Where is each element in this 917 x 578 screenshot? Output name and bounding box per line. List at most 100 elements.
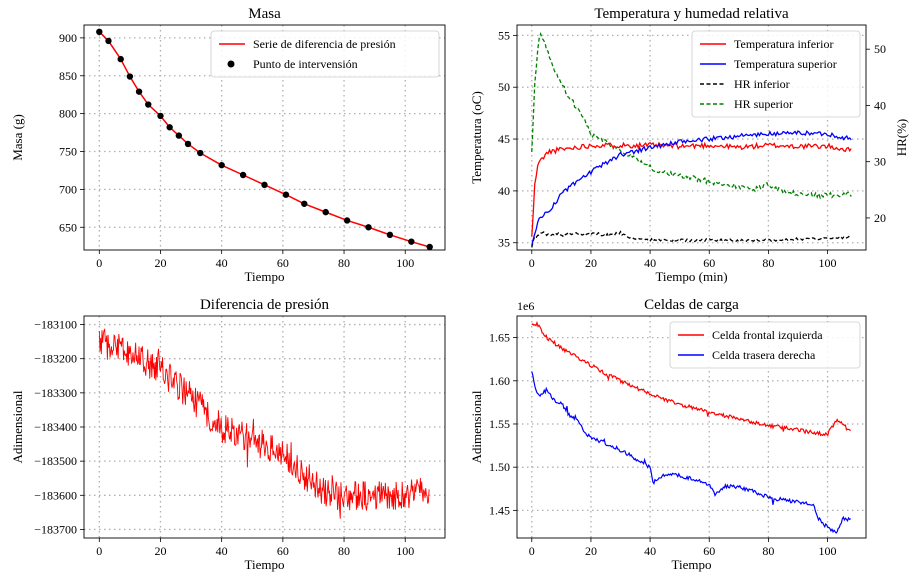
x-tick-label: 100 [396,256,414,270]
data-point [343,217,351,224]
x-tick-label: 60 [277,256,289,270]
y2-axis-label: HR(%) [894,119,909,157]
data-point [166,124,173,131]
legend-label: Temperatura superior [734,57,837,71]
series-line-diferencia-presion [98,31,430,248]
legend-label: Celda frontal izquierda [712,328,823,342]
y-tick-label: 1.55 [489,417,510,431]
legend-label: Temperatura inferior [734,37,833,51]
x-tick-label: 20 [154,256,166,270]
x-tick-label: 0 [529,544,535,558]
chart-title: Diferencia de presión [200,297,330,313]
x-tick-label: 40 [216,544,228,558]
y-tick-label: 650 [59,220,77,234]
y-tick-label: −183100 [34,318,77,332]
x-tick-label: 0 [96,256,102,270]
data-point [426,243,433,251]
data-point [117,55,124,63]
x-tick-label: 40 [644,544,656,558]
legend-box [691,30,861,118]
y-tick-label: −183300 [34,386,77,400]
series-diferencia-presion [98,327,430,519]
legend-label: Punto de intervensión [253,57,358,71]
data-point [157,112,164,120]
series-hr-inferior [531,230,852,248]
data-point [301,200,308,207]
legend-label: Serie de diferencia de presión [253,37,396,51]
y2-tick-label: 50 [874,42,886,56]
data-point [322,208,329,216]
y-tick-label: −183600 [34,488,77,502]
data-point [261,181,268,189]
y-tick-label: −183500 [34,454,77,468]
chart-title: Masa [248,6,281,22]
data-point [218,161,225,169]
x-axis-label: Tiempo (min) [655,269,727,284]
y-tick-label: 900 [59,31,77,45]
y2-tick-label: 30 [874,155,886,169]
data-point [239,171,247,179]
legend-label: HR superior [734,97,793,111]
y2-tick-label: 20 [874,211,886,225]
y-tick-label: 35 [498,236,510,250]
y-tick-label: 50 [498,80,510,94]
y-tick-label: 800 [59,107,77,121]
y-tick-label: 1.65 [489,331,510,345]
data-point [365,224,372,231]
series-celda-frontal-izquierda [531,320,852,437]
y-tick-label: −183400 [34,420,77,434]
x-tick-label: 60 [703,256,715,270]
x-tick-label: 60 [703,544,715,558]
y-tick-label: 1.50 [489,460,510,474]
y-tick-label: 700 [59,182,77,196]
x-tick-label: 20 [585,544,597,558]
x-tick-label: 80 [338,544,350,558]
data-point [96,28,103,36]
data-point [386,231,394,239]
temperatura-humedad-chart: 0 20 40 60 80 100 35 40 45 50 55 Temperatura y hume… [469,6,909,284]
y2-tick-label: 40 [874,98,886,112]
series-hr-superior [531,31,852,200]
x-tick-label: 0 [96,544,102,558]
y-tick-label: 750 [59,145,77,159]
axes-frame [83,24,446,251]
chart-title: Celdas de carga [644,297,739,313]
series-temperatura-superior [531,129,852,246]
data-point [175,132,183,139]
chart-title: Temperatura y humedad relativa [594,6,789,22]
y-tick-label: −183700 [34,522,77,536]
x-tick-label: 60 [277,544,289,558]
x-tick-label: 40 [644,256,656,270]
x-tick-label: 100 [819,544,837,558]
data-point [105,37,112,45]
axes-frame [83,315,446,539]
legend-box [210,30,440,78]
y-tick-label: 55 [498,28,510,42]
x-tick-label: 0 [529,256,535,270]
axes-frame [516,315,867,539]
y-tick-label: 45 [498,132,510,146]
offset-label: 1e6 [517,299,534,313]
x-tick-label: 20 [585,256,597,270]
diferencia-presion-chart: 0 20 40 60 80 100 −183700 −183600 −183500 −183400… [10,297,446,572]
x-tick-label: 80 [338,256,350,270]
y-tick-label: −183200 [34,352,77,366]
data-point [126,73,134,80]
series-celda-trasera-derecha [531,371,851,534]
data-point [408,238,415,245]
y-axis-label: Masa (g) [10,114,25,161]
x-tick-label: 40 [216,256,228,270]
x-tick-label: 80 [762,256,774,270]
data-point [282,191,290,198]
data-point [184,140,192,148]
x-tick-label: 100 [396,544,414,558]
y-axis-label: Temperatura (oC) [469,91,484,184]
y-tick-label: 1.60 [489,374,510,388]
x-tick-label: 80 [762,544,774,558]
legend-label: HR inferior [734,77,790,91]
data-point [145,101,152,108]
series-temperatura-inferior [531,141,852,237]
y-tick-label: 1.45 [489,503,510,517]
y-tick-label: 850 [59,69,77,83]
